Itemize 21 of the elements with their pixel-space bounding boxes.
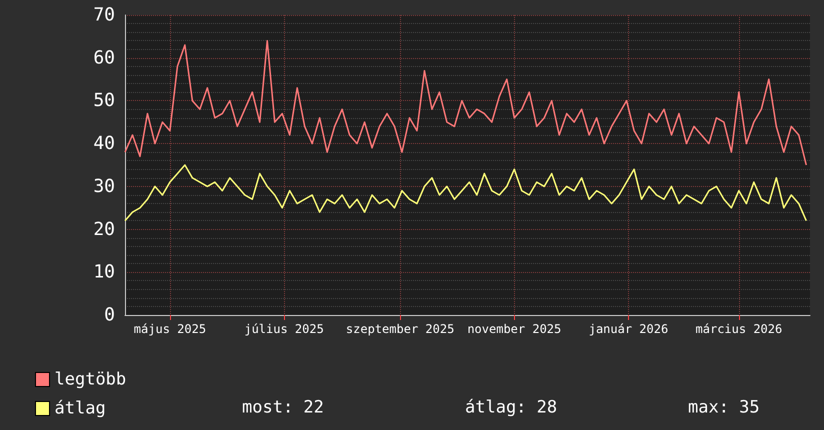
line-series xyxy=(124,40,808,166)
x-tick-label: május 2025 xyxy=(134,322,206,336)
x-tick-label: szeptember 2025 xyxy=(346,322,454,336)
y-tick-label: 70 xyxy=(93,4,115,26)
y-tick-label: 60 xyxy=(93,47,115,68)
legend-label: legtöbb xyxy=(54,370,126,390)
legend-label: átlag xyxy=(54,398,106,418)
y-tick-label: 50 xyxy=(93,90,115,112)
y-tick-label: 30 xyxy=(93,176,115,197)
x-tick-label: július 2025 xyxy=(244,322,324,336)
text: max: 35 xyxy=(688,398,760,418)
text: átlag: 28 xyxy=(465,398,558,418)
line-series xyxy=(124,164,808,222)
y-tick-label: 0 xyxy=(104,304,115,326)
y-tick-label: 20 xyxy=(93,218,115,240)
y-tick-label: 10 xyxy=(93,262,115,283)
y-tick-label: 40 xyxy=(93,133,115,154)
x-tick-label: március 2026 xyxy=(696,322,782,336)
x-tick-label: november 2025 xyxy=(467,322,562,336)
x-tick-label: január 2026 xyxy=(588,322,668,336)
text: most: 22 xyxy=(242,398,324,418)
